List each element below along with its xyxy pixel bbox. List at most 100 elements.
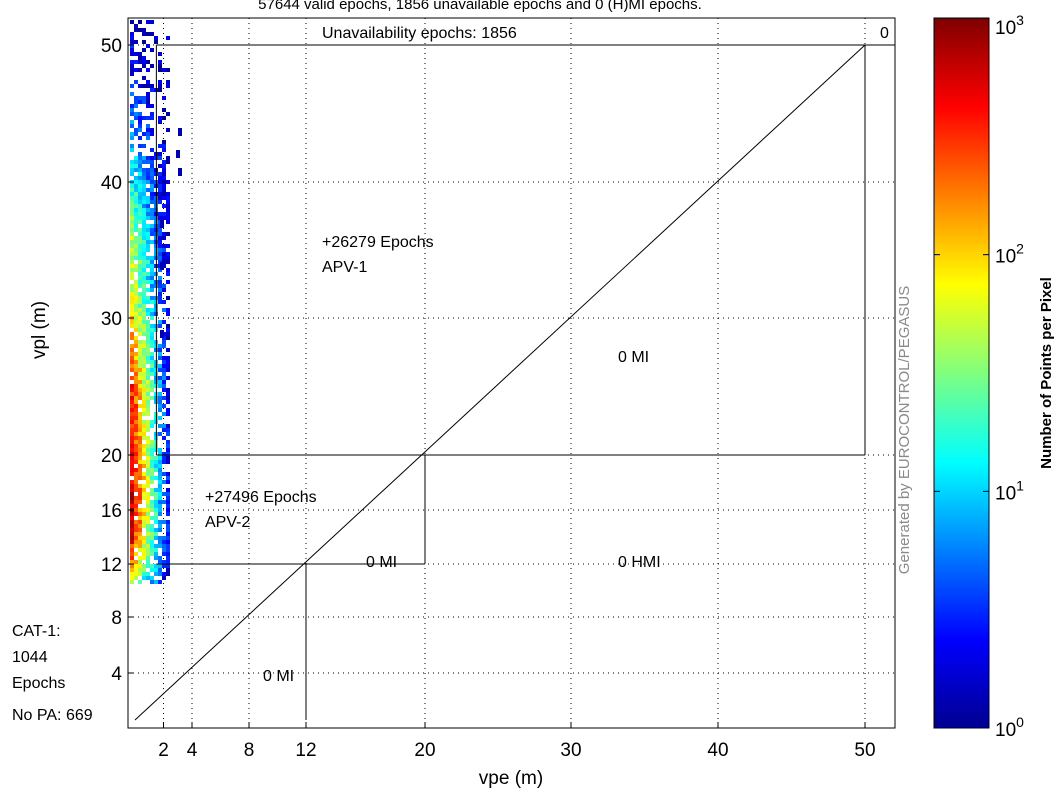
heatmap-cell (154, 492, 158, 496)
heatmap-cell (166, 444, 170, 448)
heatmap-cell (142, 284, 146, 288)
heatmap-cell (162, 536, 166, 540)
heatmap-cell (154, 456, 158, 460)
heatmap-cell (138, 428, 142, 432)
heatmap-cell (138, 196, 142, 200)
heatmap-cell (158, 364, 162, 368)
heatmap-cell (162, 216, 166, 220)
heatmap-cell (142, 296, 146, 300)
heatmap-cell (138, 500, 142, 504)
heatmap-cell (150, 288, 154, 292)
heatmap-cell (146, 176, 150, 180)
heatmap-cell (146, 216, 150, 220)
heatmap-cell (150, 464, 154, 468)
heatmap-cell (142, 388, 146, 392)
heatmap-cell (142, 460, 146, 464)
heatmap-cell (130, 412, 134, 416)
heatmap-cell (130, 112, 134, 116)
heatmap-cell (138, 308, 142, 312)
heatmap-cell (166, 364, 170, 368)
heatmap-cell (150, 216, 154, 220)
heatmap-cell (138, 176, 142, 180)
heatmap-cell (162, 176, 166, 180)
heatmap-cell (158, 300, 162, 304)
heatmap-cell (150, 524, 154, 528)
heatmap-cell (130, 488, 134, 492)
colorbar-ticks: 100 101 102 103 (934, 12, 1024, 741)
heatmap-cell (134, 304, 138, 308)
heatmap-cell (134, 100, 138, 104)
heatmap-cell (138, 472, 142, 476)
diagonal-line (134, 44, 866, 721)
heatmap-cell (162, 436, 166, 440)
heatmap-cell (142, 356, 146, 360)
heatmap-cell (134, 532, 138, 536)
heatmap-cell (162, 192, 166, 196)
cat1-label-line2: 1044 (12, 649, 48, 666)
heatmap-cell (134, 380, 138, 384)
heatmap-cell (134, 504, 138, 508)
heatmap-cell (146, 496, 150, 500)
heatmap-cell (134, 372, 138, 376)
heatmap-cell (158, 288, 162, 292)
heatmap-cell (134, 388, 138, 392)
heatmap-cell (130, 392, 134, 396)
heatmap-cell (142, 332, 146, 336)
heatmap-cell (158, 384, 162, 388)
heatmap-cell (142, 204, 146, 208)
heatmap-cell (142, 48, 146, 52)
heatmap-cell (158, 572, 162, 576)
heatmap-cell (150, 488, 154, 492)
heatmap-cell (146, 312, 150, 316)
y-tick-label: 20 (101, 446, 122, 467)
heatmap-cell (166, 556, 170, 560)
heatmap-cell (146, 156, 150, 160)
heatmap-cell (130, 84, 134, 88)
heatmap-cell (150, 112, 154, 116)
heatmap-cell (138, 536, 142, 540)
heatmap-cell (138, 264, 142, 268)
y-tick-label: 30 (101, 309, 122, 330)
heatmap-cell (150, 240, 154, 244)
heatmap-cell (158, 120, 162, 124)
heatmap-cell (130, 72, 134, 76)
heatmap-cell (158, 540, 162, 544)
plot-frame (127, 17, 896, 729)
heatmap-cell (154, 564, 158, 568)
heatmap-cell (138, 328, 142, 332)
heatmap-cell (166, 232, 170, 236)
heatmap-cell (162, 196, 166, 200)
heatmap-cell (162, 96, 166, 100)
heatmap-cell (134, 404, 138, 408)
heatmap-cell (134, 268, 138, 272)
heatmap-cell (150, 332, 154, 336)
heatmap-cell (138, 332, 142, 336)
heatmap-cell (134, 568, 138, 572)
heatmap-cell (138, 488, 142, 492)
colorbar-tick-label: 101 (995, 477, 1024, 504)
heatmap-cell (130, 436, 134, 440)
heatmap-cell (134, 340, 138, 344)
heatmap-cell (142, 256, 146, 260)
colorbar-tick-label: 100 (995, 714, 1024, 741)
heatmap-cell (142, 168, 146, 172)
heatmap-cell (134, 360, 138, 364)
heatmap-cell (146, 564, 150, 568)
heatmap-cell (142, 100, 146, 104)
heatmap-cell (142, 348, 146, 352)
heatmap-cell (154, 468, 158, 472)
heatmap-cell (158, 512, 162, 516)
heatmap-cell (130, 52, 134, 56)
heatmap-cell (178, 168, 182, 176)
heatmap-cell (166, 508, 170, 512)
heatmap-cell (166, 500, 170, 504)
heatmap-cell (162, 380, 166, 384)
heatmap-cell (138, 396, 142, 400)
heatmap-cell (142, 424, 146, 428)
y-tick-label: 8 (111, 608, 122, 629)
heatmap-cell (162, 248, 166, 252)
heatmap-cell (166, 528, 170, 532)
heatmap-cell (150, 184, 154, 188)
heatmap-cell (130, 284, 134, 288)
heatmap-cell (142, 400, 146, 404)
